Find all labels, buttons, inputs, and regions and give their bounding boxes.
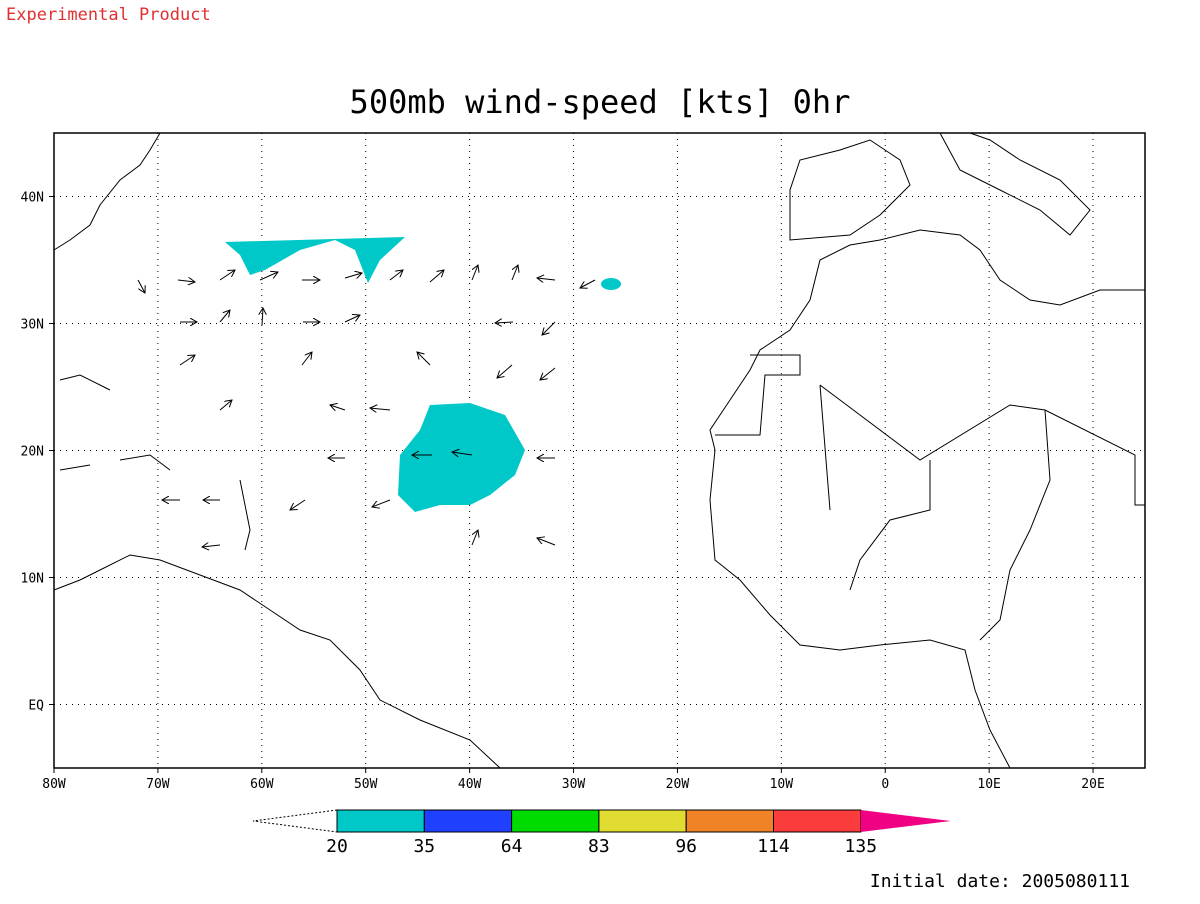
coastline xyxy=(709,133,1146,769)
wind-arrow xyxy=(372,499,391,507)
y-tick-label: 10N xyxy=(21,572,44,587)
wind-arrow xyxy=(219,310,230,323)
wind-arrow xyxy=(452,452,473,455)
grid xyxy=(53,133,1145,768)
map-title: 500mb wind-speed [kts] 0hr xyxy=(350,83,851,121)
y-tick-label: 20N xyxy=(21,445,44,460)
colorbar-label: 83 xyxy=(588,836,610,857)
colorbar-label: 20 xyxy=(326,836,348,857)
wind-arrow xyxy=(417,352,431,366)
shaded-area xyxy=(398,403,525,512)
wind-arrow xyxy=(177,280,195,282)
wind-arrow xyxy=(511,265,518,281)
y-tick-label: 30N xyxy=(21,318,44,333)
x-tick-label: 20E xyxy=(1081,777,1104,792)
x-tick-label: 0 xyxy=(881,777,889,792)
wind-arrow xyxy=(137,279,145,293)
wind-arrow xyxy=(330,405,346,410)
coastline xyxy=(53,132,161,251)
x-tick-label: 50W xyxy=(354,777,378,792)
wind-arrow xyxy=(537,278,556,280)
wind-arrow xyxy=(202,545,221,547)
y-tick-label: EQ xyxy=(28,699,44,714)
border xyxy=(715,354,1145,641)
colorbar-box xyxy=(773,809,862,833)
wind-arrow xyxy=(301,352,312,366)
colorbar: 20 35 64 83 96 114 135 xyxy=(252,809,951,857)
x-tick-label: 80W xyxy=(42,777,66,792)
colorbar-label: 96 xyxy=(675,836,697,857)
x-tick-label: 10W xyxy=(770,777,794,792)
colorbar-box xyxy=(336,809,425,833)
x-tick-label: 40W xyxy=(458,777,482,792)
shaded-area xyxy=(225,237,405,283)
colorbar-box xyxy=(511,809,600,833)
colorbar-box xyxy=(598,809,687,833)
colorbar-lower-triangle xyxy=(252,809,338,833)
colorbar-label: 114 xyxy=(757,836,790,857)
wind-arrow xyxy=(495,322,514,323)
wind-arrow xyxy=(290,499,306,510)
shaded-area xyxy=(601,278,621,290)
wind-vectors xyxy=(137,265,596,547)
wind-arrow xyxy=(389,270,403,281)
coastline xyxy=(789,132,1091,241)
wind-arrow xyxy=(344,273,362,278)
colorbar-box xyxy=(685,809,775,833)
x-tick-label: 10E xyxy=(977,777,1000,792)
axis-labels: 80W 70W 60W 50W 40W 30W 20W 10W 0 10E 20E EQ 10N 20N 3… xyxy=(21,191,1105,793)
map-frame xyxy=(53,132,1146,769)
colorbar-label: 64 xyxy=(501,836,523,857)
wind-arrow xyxy=(497,364,513,378)
wind-arrow xyxy=(344,315,360,323)
wind-arrow xyxy=(219,270,235,281)
wind-arrow xyxy=(259,272,278,281)
wind-arrow xyxy=(537,538,556,546)
x-tick-label: 20W xyxy=(666,777,690,792)
initial-date: Initial date: 2005080111 xyxy=(870,871,1130,892)
colorbar-label: 135 xyxy=(845,836,878,857)
wind-arrow xyxy=(542,321,556,335)
wind-arrow xyxy=(540,367,556,380)
coastline xyxy=(53,554,501,769)
experimental-note: Experimental Product xyxy=(6,5,211,25)
wind-arrow xyxy=(179,355,195,366)
wind-arrow xyxy=(471,265,478,281)
x-tick-label: 60W xyxy=(250,777,274,792)
land-outlines xyxy=(53,132,1146,769)
colorbar-upper-triangle xyxy=(860,810,951,832)
wind-arrow xyxy=(219,400,232,411)
island xyxy=(59,374,251,551)
wind-arrow xyxy=(429,270,444,283)
y-tick-label: 40N xyxy=(21,191,44,206)
wind-arrow xyxy=(471,530,478,546)
x-tick-label: 30W xyxy=(562,777,586,792)
wind-speed-shading xyxy=(225,237,621,512)
wind-arrow xyxy=(262,308,263,326)
x-tick-label: 70W xyxy=(146,777,170,792)
colorbar-label: 35 xyxy=(413,836,435,857)
wind-arrow xyxy=(580,279,596,288)
colorbar-box xyxy=(423,809,513,833)
wind-arrow xyxy=(370,408,391,410)
